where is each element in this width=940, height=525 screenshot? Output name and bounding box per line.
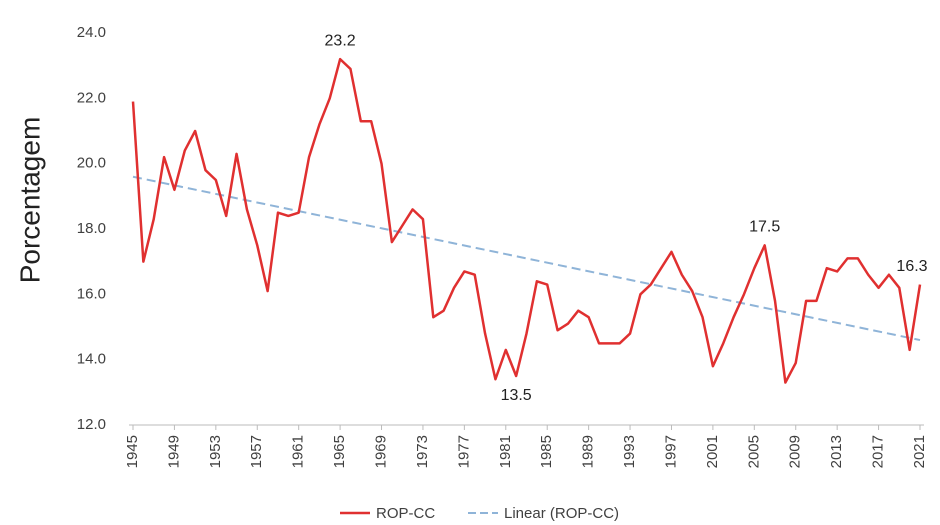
x-tick-label: 1961 <box>290 435 307 468</box>
y-tick-label: 24.0 <box>77 24 106 41</box>
legend-label: ROP-CC <box>376 505 435 522</box>
y-tick-label: 16.0 <box>77 285 106 302</box>
y-tick-label: 20.0 <box>77 155 106 172</box>
x-tick-label: 1965 <box>331 435 348 468</box>
trend-line <box>132 175 921 342</box>
y-tick-label: 22.0 <box>77 89 106 106</box>
x-tick-label: 1949 <box>165 435 182 468</box>
x-tick-label: 1993 <box>621 435 638 468</box>
data-label: 13.5 <box>501 387 532 404</box>
x-tick-label: 1945 <box>124 435 141 468</box>
x-tick-label: 1973 <box>414 435 431 468</box>
x-tick-label: 2013 <box>828 435 845 468</box>
legend-label: Linear (ROP-CC) <box>504 505 619 522</box>
x-tick-label: 2001 <box>704 435 721 468</box>
x-tick-label: 2021 <box>911 435 928 468</box>
y-tick-label: 12.0 <box>77 416 106 433</box>
x-tick-label: 1989 <box>580 435 597 468</box>
x-tick-label: 2009 <box>787 435 804 468</box>
x-tick-label: 2005 <box>745 435 762 468</box>
x-tick-label: 1981 <box>497 435 514 468</box>
y-axis-title: Porcentagem <box>14 117 45 284</box>
data-label: 17.5 <box>749 219 780 236</box>
x-tick-label: 1953 <box>207 435 224 468</box>
data-label: 16.3 <box>896 258 927 275</box>
y-tick-label: 14.0 <box>77 351 106 368</box>
x-tick-label: 1957 <box>248 435 265 468</box>
series-line <box>131 57 922 384</box>
x-tick-label: 2017 <box>870 435 887 468</box>
x-tick-label: 1977 <box>455 435 472 468</box>
x-tick-label: 1997 <box>662 435 679 468</box>
y-tick-label: 18.0 <box>77 220 106 237</box>
x-tick-label: 1985 <box>538 435 555 468</box>
data-label: 23.2 <box>325 32 356 49</box>
x-tick-label: 1969 <box>372 435 389 468</box>
